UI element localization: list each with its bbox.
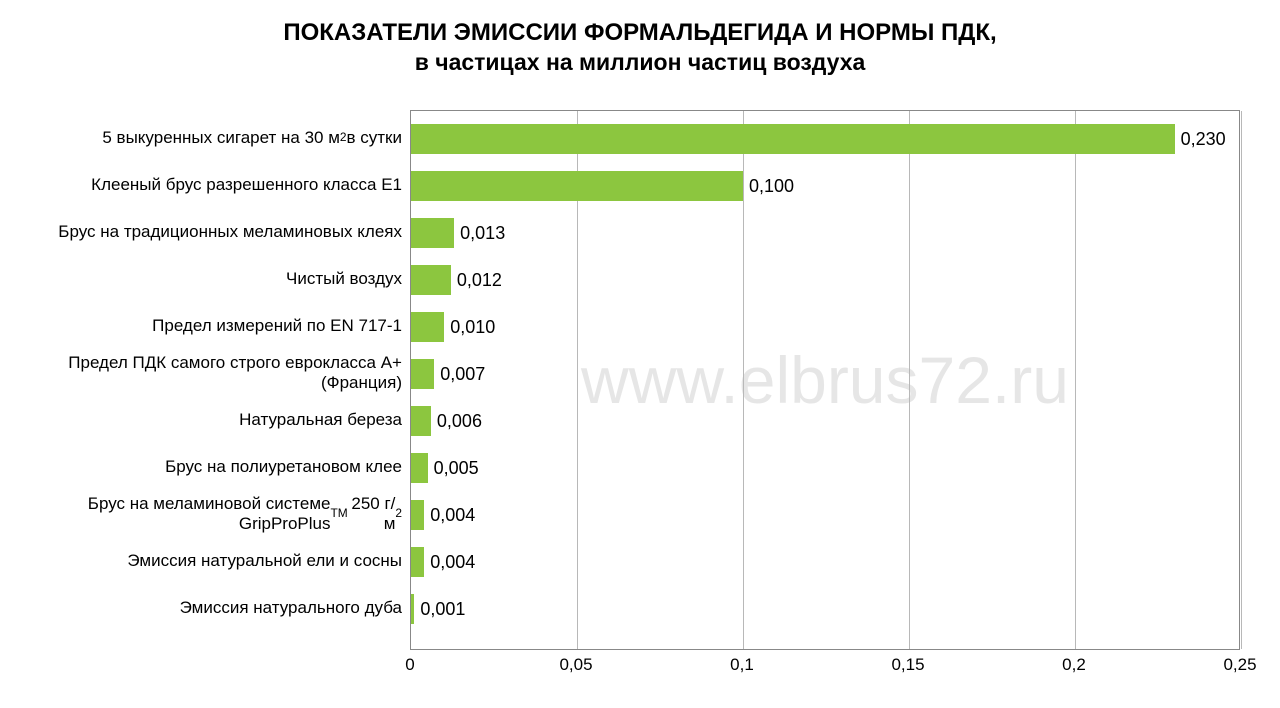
chart-frame: www.elbrus72.ru 0,2300,1000,0130,0120,01… [40,110,1240,680]
x-tick-label: 0 [405,655,414,675]
bar [411,265,451,295]
bar-track: 0,012 [411,265,1239,295]
chart-title: ПОКАЗАТЕЛИ ЭМИССИИ ФОРМАЛЬДЕГИДА И НОРМЫ… [0,0,1280,83]
y-axis-label: Предел ПДК самого строго еврокласса А+ (… [40,353,410,393]
y-axis-label: Брус на традиционных меламиновых клеях [40,212,410,252]
y-axis-label: Клееный брус разрешенного класса Е1 [40,165,410,205]
bar [411,547,424,577]
x-tick-label: 0,25 [1223,655,1256,675]
bar-track: 0,100 [411,171,1239,201]
bar [411,500,424,530]
y-axis-label: Эмиссия натурального дуба [40,588,410,628]
bar-track: 0,004 [411,500,1239,530]
bar-value-label: 0,013 [454,218,505,248]
y-axis-label: Брус на полиуретановом клее [40,447,410,487]
bar [411,406,431,436]
bar-track: 0,230 [411,124,1239,154]
bar-value-label: 0,012 [451,265,502,295]
bar-value-label: 0,001 [414,594,465,624]
bar [411,453,428,483]
bar-value-label: 0,005 [428,453,479,483]
plot-area: www.elbrus72.ru 0,2300,1000,0130,0120,01… [410,110,1240,650]
y-axis-label: Брус на меламиновой системе GripProPlusT… [40,494,410,534]
bar-value-label: 0,100 [743,171,794,201]
bar [411,171,743,201]
y-axis-label: Натуральная береза [40,400,410,440]
bar-value-label: 0,010 [444,312,495,342]
gridline [1241,111,1242,649]
chart-title-line1: ПОКАЗАТЕЛИ ЭМИССИИ ФОРМАЛЬДЕГИДА И НОРМЫ… [0,18,1280,48]
bar [411,312,444,342]
x-tick-label: 0,05 [559,655,592,675]
bar-track: 0,010 [411,312,1239,342]
x-tick-label: 0,1 [730,655,754,675]
page-root: ПОКАЗАТЕЛИ ЭМИССИИ ФОРМАЛЬДЕГИДА И НОРМЫ… [0,0,1280,708]
bar-track: 0,004 [411,547,1239,577]
bar-value-label: 0,004 [424,547,475,577]
bar [411,218,454,248]
bar-track: 0,005 [411,453,1239,483]
y-axis-label: Эмиссия натуральной ели и сосны [40,541,410,581]
bar-track: 0,013 [411,218,1239,248]
bar [411,359,434,389]
y-axis-label: Чистый воздух [40,259,410,299]
y-axis-label: Предел измерений по EN 717-1 [40,306,410,346]
chart-title-line2: в частицах на миллион частиц воздуха [0,48,1280,77]
bar-value-label: 0,006 [431,406,482,436]
x-tick-label: 0,15 [891,655,924,675]
bar-value-label: 0,007 [434,359,485,389]
bar-track: 0,007 [411,359,1239,389]
bar-track: 0,001 [411,594,1239,624]
x-tick-label: 0,2 [1062,655,1086,675]
y-axis-label: 5 выкуренных сигарет на 30 м2 в сутки [40,118,410,158]
bar-track: 0,006 [411,406,1239,436]
bar [411,124,1175,154]
bar-value-label: 0,230 [1175,124,1226,154]
bar-value-label: 0,004 [424,500,475,530]
